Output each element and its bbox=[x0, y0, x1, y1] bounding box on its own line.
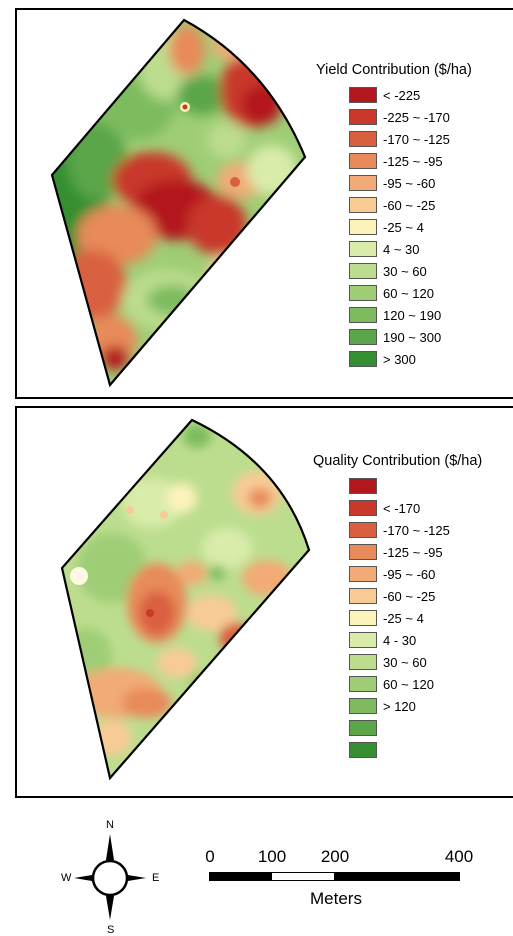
scale-tick: 100 bbox=[257, 847, 287, 866]
map-footer: N S W E 0 100 200 400 Meters bbox=[0, 800, 513, 936]
legend-label: -125 ~ -95 bbox=[383, 545, 443, 560]
scale-tick: 0 bbox=[205, 847, 215, 866]
scale-unit-label: Meters bbox=[310, 889, 362, 908]
yield-legend: Yield Contribution ($/ha) < -225 -225 ~ -… bbox=[316, 62, 472, 367]
east-label: E bbox=[152, 872, 160, 884]
legend-swatch bbox=[349, 241, 377, 257]
legend-swatch bbox=[349, 87, 377, 103]
legend-swatch bbox=[349, 500, 377, 516]
legend-label: 30 ~ 60 bbox=[383, 264, 427, 279]
south-label: S bbox=[107, 924, 115, 936]
legend-swatch bbox=[349, 109, 377, 125]
legend-swatch bbox=[349, 588, 377, 604]
legend-label: -170 ~ -125 bbox=[383, 132, 450, 147]
legend-swatch bbox=[349, 153, 377, 169]
legend-swatch bbox=[349, 720, 377, 736]
legend-swatch bbox=[349, 654, 377, 670]
quality-contribution-map-panel: Quality Contribution ($/ha) < -170 -170 ~… bbox=[15, 406, 513, 798]
north-label: N bbox=[106, 819, 114, 831]
legend-swatch bbox=[349, 197, 377, 213]
scale-bar-graphic bbox=[209, 872, 460, 881]
legend-swatch bbox=[349, 698, 377, 714]
legend-label: -60 ~ -25 bbox=[383, 198, 436, 213]
legend-swatch bbox=[349, 329, 377, 345]
yield-contribution-map-panel: Yield Contribution ($/ha) < -225 -225 ~ -… bbox=[15, 8, 513, 399]
legend-swatch bbox=[349, 219, 377, 235]
legend-swatch bbox=[349, 632, 377, 648]
legend-label: 120 ~ 190 bbox=[383, 308, 442, 323]
scale-tick: 400 bbox=[444, 847, 474, 866]
legend-swatch bbox=[349, 566, 377, 582]
legend-label: 4 ~ 30 bbox=[383, 242, 420, 257]
legend-label: -125 ~ -95 bbox=[383, 154, 443, 169]
north-arrow: N S W E bbox=[60, 819, 160, 936]
legend-swatch bbox=[349, 175, 377, 191]
quality-contribution-map bbox=[60, 418, 311, 781]
field-boundary bbox=[50, 18, 307, 388]
legend-label: -60 ~ -25 bbox=[383, 589, 436, 604]
yield-contribution-map bbox=[50, 18, 307, 388]
legend-label: > 120 bbox=[383, 699, 416, 714]
legend-swatch bbox=[349, 544, 377, 560]
legend-swatch bbox=[349, 610, 377, 626]
legend-label: < -170 bbox=[383, 501, 421, 516]
legend-label: -170 ~ -125 bbox=[383, 523, 450, 538]
legend-label: -225 ~ -170 bbox=[383, 110, 450, 125]
legend-label: > 300 bbox=[383, 352, 416, 367]
legend-swatch bbox=[349, 742, 377, 758]
legend-label: 190 ~ 300 bbox=[383, 330, 442, 345]
legend-swatch bbox=[349, 676, 377, 692]
legend-label: 4 - 30 bbox=[383, 633, 417, 648]
legend-label: 30 ~ 60 bbox=[383, 655, 427, 670]
yield-legend-title: Yield Contribution ($/ha) bbox=[316, 62, 472, 78]
legend-label: -95 ~ -60 bbox=[383, 176, 436, 191]
legend-label: < -225 bbox=[383, 88, 421, 103]
legend-label: -25 ~ 4 bbox=[383, 611, 424, 626]
legend-swatch bbox=[349, 522, 377, 538]
legend-label: 60 ~ 120 bbox=[383, 677, 434, 692]
legend-swatch bbox=[349, 285, 377, 301]
compass-rose-icon bbox=[74, 834, 146, 920]
quality-legend: Quality Contribution ($/ha) < -170 -170 ~… bbox=[313, 453, 483, 758]
legend-swatch bbox=[349, 478, 377, 494]
legend-swatch bbox=[349, 351, 377, 367]
legend-swatch bbox=[349, 131, 377, 147]
scale-tick: 200 bbox=[320, 847, 350, 866]
field-boundary bbox=[60, 418, 311, 781]
legend-label: 60 ~ 120 bbox=[383, 286, 434, 301]
legend-label: -25 ~ 4 bbox=[383, 220, 424, 235]
legend-swatch bbox=[349, 263, 377, 279]
legend-label: -95 ~ -60 bbox=[383, 567, 436, 582]
legend-swatch bbox=[349, 307, 377, 323]
west-label: W bbox=[61, 872, 72, 884]
quality-legend-title: Quality Contribution ($/ha) bbox=[313, 453, 483, 469]
